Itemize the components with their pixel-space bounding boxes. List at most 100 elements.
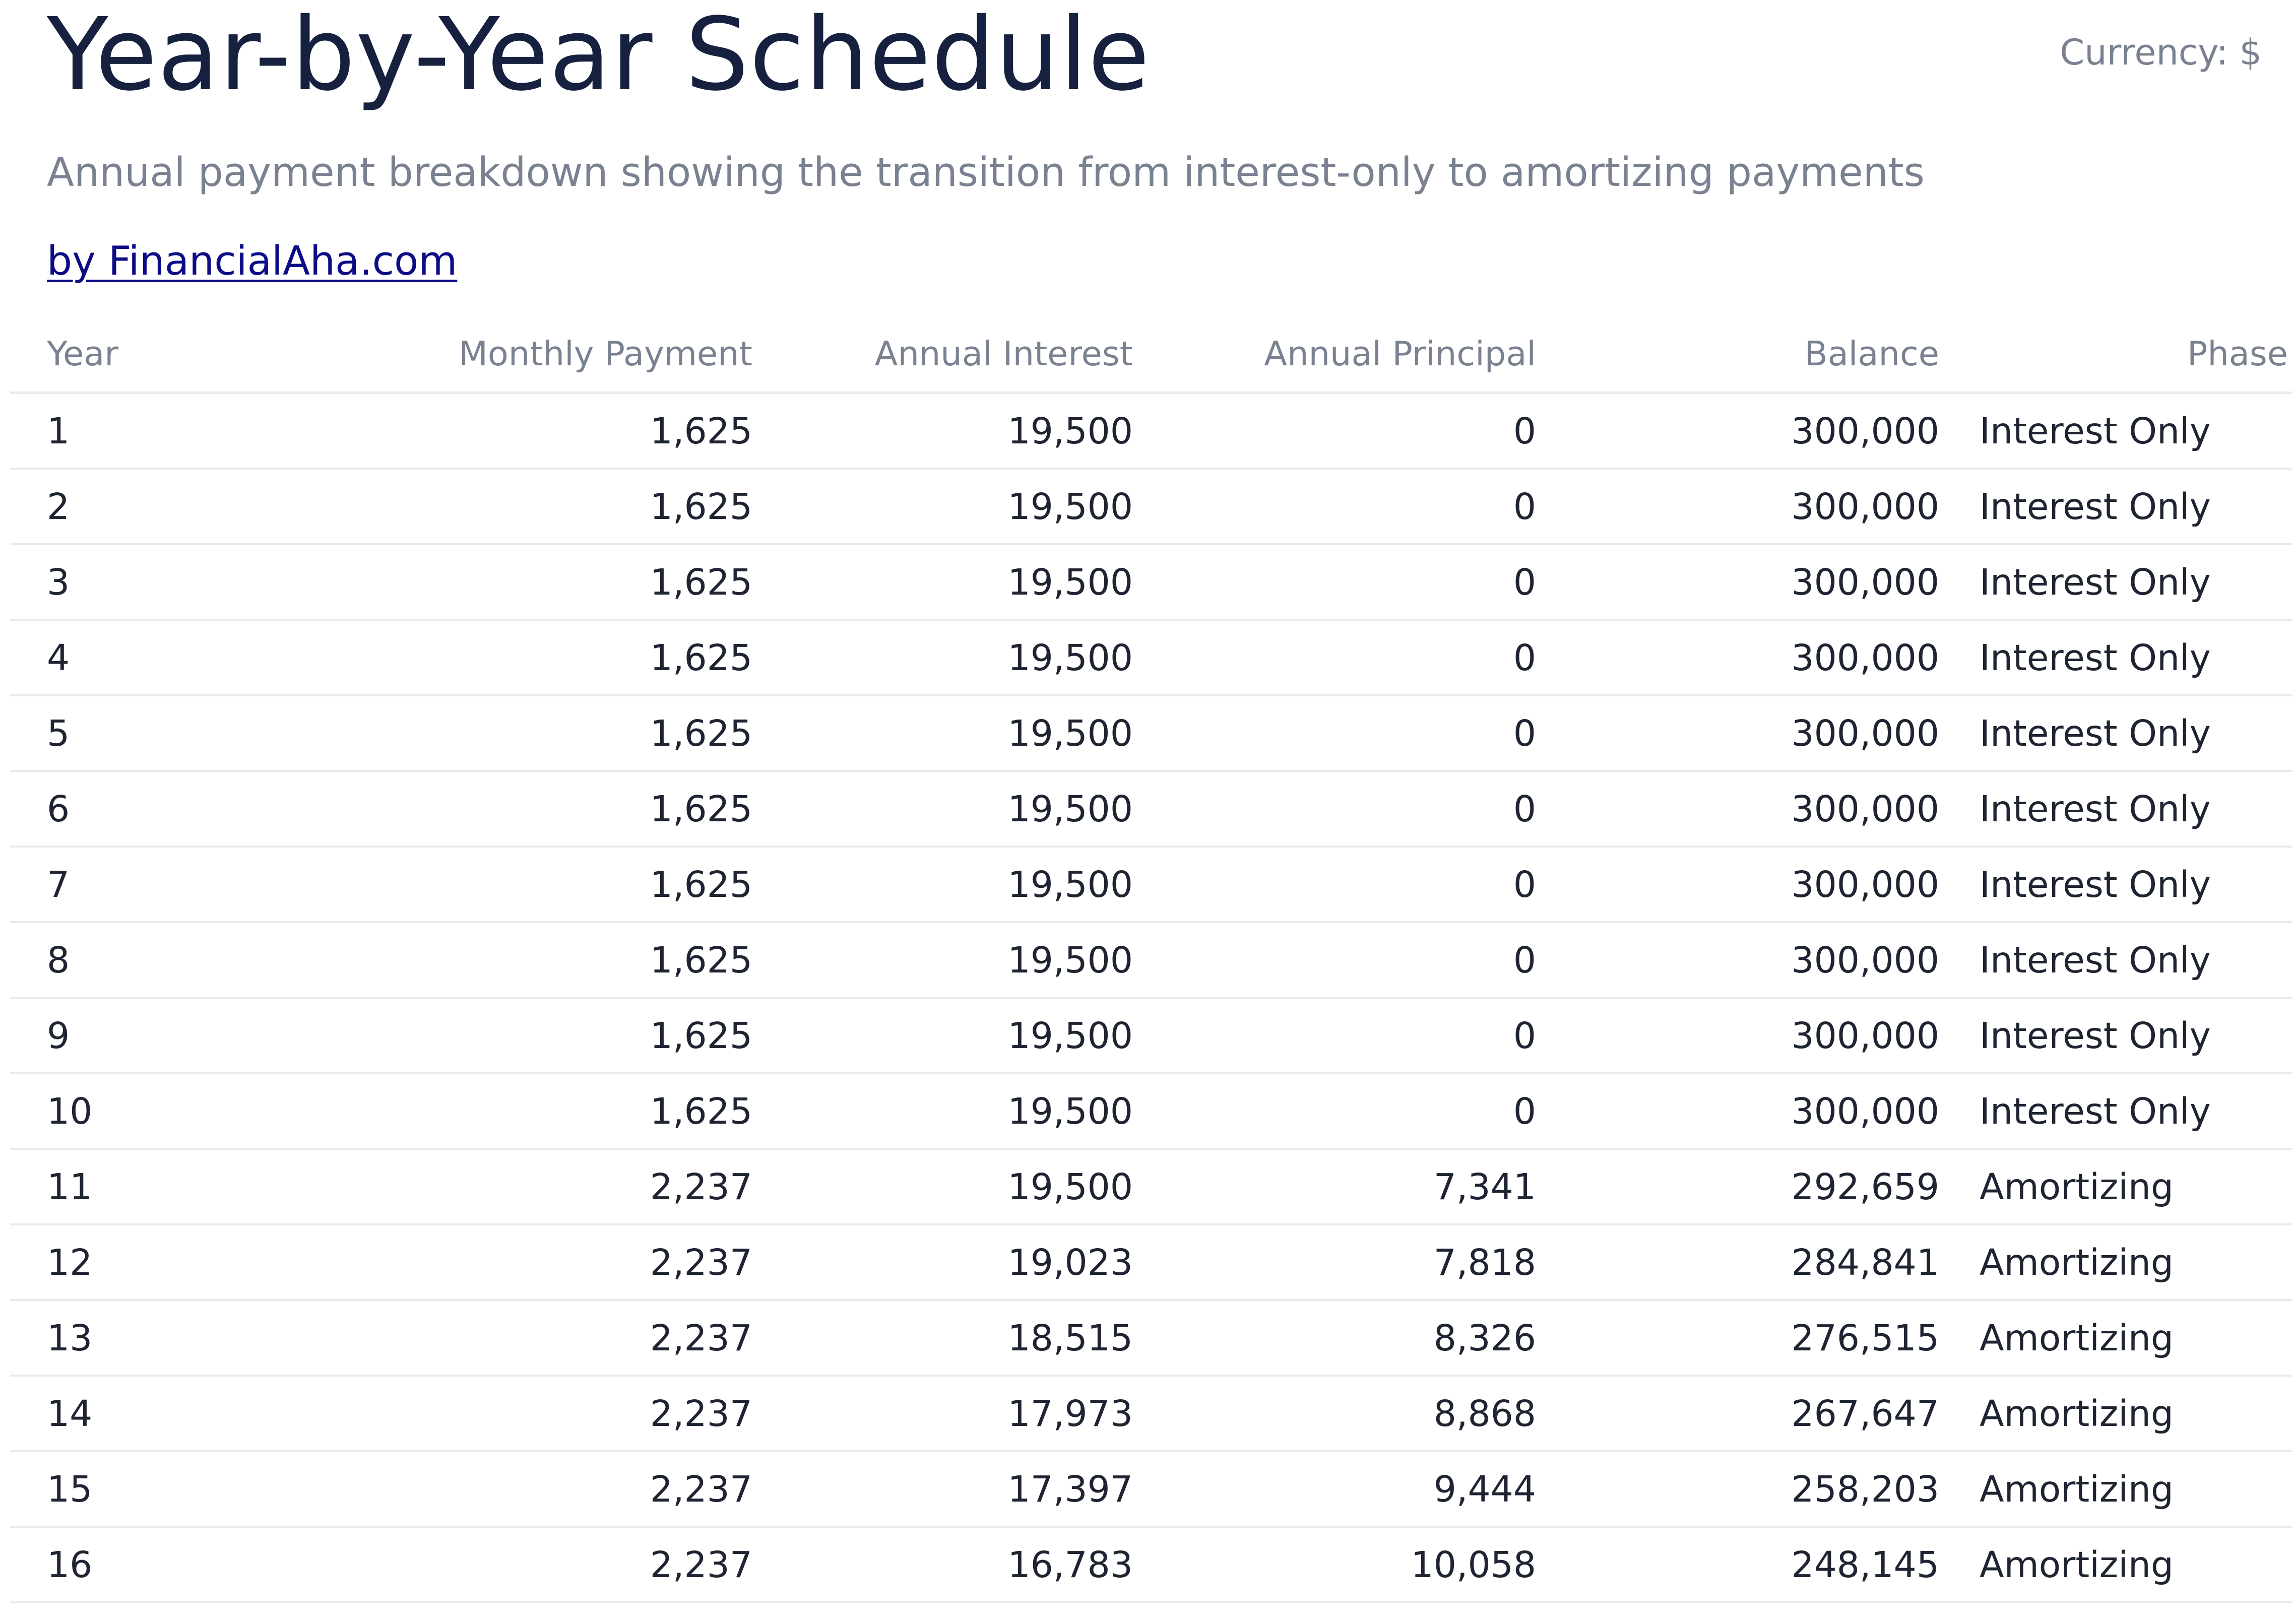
cell-year: 15 (47, 1451, 248, 1528)
cell-year: 10 (47, 1073, 248, 1150)
cell-phase: Interest Only (1939, 393, 2292, 470)
cell-monthly-payment: 1,625 (248, 1073, 752, 1150)
column-header-balance: Balance (1536, 316, 1939, 394)
cell-phase: Amortizing (1939, 1300, 2292, 1377)
cell-balance: 276,515 (1536, 1300, 1939, 1377)
cell-annual-interest: 19,500 (752, 1073, 1133, 1150)
cell-annual-principal: 8,326 (1133, 1300, 1536, 1377)
cell-phase: Interest Only (1939, 1073, 2292, 1150)
cell-monthly-payment: 1,625 (248, 922, 752, 999)
cell-year: 3 (47, 544, 248, 621)
cell-annual-interest: 17,397 (752, 1451, 1133, 1528)
cell-balance: 300,000 (1536, 469, 1939, 545)
table-row: 14 2,237 17,973 8,868 267,647 Amortizing (10, 1376, 2292, 1452)
cell-phase: Interest Only (1939, 695, 2292, 772)
table-row: 7 1,625 19,500 0 300,000 Interest Only (10, 847, 2292, 923)
cell-balance: 300,000 (1536, 393, 1939, 470)
cell-balance: 292,659 (1536, 1149, 1939, 1225)
cell-annual-interest: 19,500 (752, 1149, 1133, 1225)
cell-balance: 300,000 (1536, 620, 1939, 696)
table-body: 1 1,625 19,500 0 300,000 Interest Only 2 1,625 1… (10, 393, 2292, 1603)
cell-annual-principal: 7,818 (1133, 1224, 1536, 1301)
table-row: 15 2,237 17,397 9,444 258,203 Amortizing (10, 1451, 2292, 1528)
cell-balance: 300,000 (1536, 544, 1939, 621)
cell-year: 4 (47, 620, 248, 696)
cell-monthly-payment: 1,625 (248, 998, 752, 1074)
cell-phase: Amortizing (1939, 1149, 2292, 1225)
cell-balance: 267,647 (1536, 1376, 1939, 1452)
table-row: 10 1,625 19,500 0 300,000 Interest Only (10, 1073, 2292, 1150)
cell-annual-interest: 19,500 (752, 847, 1133, 923)
cell-annual-principal: 0 (1133, 847, 1536, 923)
brand-link[interactable]: by FinancialAha.com (47, 238, 458, 284)
page-subtitle: Annual payment breakdown showing the tra… (47, 149, 1925, 196)
cell-phase: Amortizing (1939, 1451, 2292, 1528)
cell-annual-principal: 9,444 (1133, 1451, 1536, 1528)
cell-monthly-payment: 1,625 (248, 695, 752, 772)
cell-monthly-payment: 1,625 (248, 847, 752, 923)
cell-phase: Interest Only (1939, 771, 2292, 848)
column-header-annual-principal: Annual Principal (1133, 316, 1536, 394)
cell-annual-principal: 0 (1133, 695, 1536, 772)
table-row: 9 1,625 19,500 0 300,000 Interest Only (10, 998, 2292, 1074)
cell-annual-principal: 8,868 (1133, 1376, 1536, 1452)
cell-phase: Amortizing (1939, 1376, 2292, 1452)
cell-year: 2 (47, 469, 248, 545)
cell-year: 8 (47, 922, 248, 999)
cell-monthly-payment: 1,625 (248, 393, 752, 470)
cell-annual-interest: 19,500 (752, 771, 1133, 848)
cell-balance: 300,000 (1536, 847, 1939, 923)
cell-year: 6 (47, 771, 248, 848)
table-row: 13 2,237 18,515 8,326 276,515 Amortizing (10, 1300, 2292, 1377)
table-row: 2 1,625 19,500 0 300,000 Interest Only (10, 469, 2292, 545)
cell-annual-principal: 0 (1133, 998, 1536, 1074)
cell-phase: Interest Only (1939, 544, 2292, 621)
cell-monthly-payment: 1,625 (248, 620, 752, 696)
cell-year: 13 (47, 1300, 248, 1377)
cell-annual-interest: 16,783 (752, 1527, 1133, 1603)
cell-year: 9 (47, 998, 248, 1074)
table-row: 4 1,625 19,500 0 300,000 Interest Only (10, 620, 2292, 696)
cell-annual-principal: 0 (1133, 469, 1536, 545)
column-header-monthly-payment: Monthly Payment (248, 316, 752, 394)
cell-year: 16 (47, 1527, 248, 1603)
page-header: Year-by-Year Schedule Currency: $ (47, 0, 2262, 116)
cell-annual-interest: 19,500 (752, 393, 1133, 470)
cell-monthly-payment: 2,237 (248, 1527, 752, 1603)
cell-annual-principal: 0 (1133, 393, 1536, 470)
cell-monthly-payment: 2,237 (248, 1451, 752, 1528)
cell-annual-interest: 19,500 (752, 695, 1133, 772)
cell-monthly-payment: 1,625 (248, 771, 752, 848)
table-row: 16 2,237 16,783 10,058 248,145 Amortizing (10, 1527, 2292, 1603)
cell-annual-interest: 19,500 (752, 469, 1133, 545)
cell-balance: 258,203 (1536, 1451, 1939, 1528)
cell-annual-interest: 17,973 (752, 1376, 1133, 1452)
schedule-table-container: Year Monthly Payment Annual Interest Ann… (10, 316, 2292, 1624)
table-row: 1 1,625 19,500 0 300,000 Interest Only (10, 393, 2292, 470)
table-row: 6 1,625 19,500 0 300,000 Interest Only (10, 771, 2292, 848)
cell-balance: 300,000 (1536, 1073, 1939, 1150)
column-header-year: Year (47, 316, 248, 394)
cell-year: 1 (47, 393, 248, 470)
cell-phase: Interest Only (1939, 469, 2292, 545)
cell-phase: Interest Only (1939, 998, 2292, 1074)
cell-balance: 300,000 (1536, 771, 1939, 848)
cell-annual-interest: 19,500 (752, 544, 1133, 621)
cell-monthly-payment: 2,237 (248, 1149, 752, 1225)
cell-phase: Interest Only (1939, 847, 2292, 923)
column-header-phase: Phase (1939, 316, 2292, 394)
cell-annual-interest: 19,500 (752, 620, 1133, 696)
cell-year: 7 (47, 847, 248, 923)
cell-annual-interest: 18,515 (752, 1300, 1133, 1377)
column-header-annual-interest: Annual Interest (752, 316, 1133, 394)
cell-monthly-payment: 1,625 (248, 469, 752, 545)
table-row: 3 1,625 19,500 0 300,000 Interest Only (10, 544, 2292, 621)
table-row: 12 2,237 19,023 7,818 284,841 Amortizing (10, 1224, 2292, 1301)
cell-annual-principal: 10,058 (1133, 1527, 1536, 1603)
cell-annual-principal: 0 (1133, 922, 1536, 999)
cell-phase: Amortizing (1939, 1224, 2292, 1301)
cell-annual-principal: 0 (1133, 620, 1536, 696)
table-header-row: Year Monthly Payment Annual Interest Ann… (10, 316, 2292, 394)
table-row: 5 1,625 19,500 0 300,000 Interest Only (10, 695, 2292, 772)
cell-balance: 300,000 (1536, 922, 1939, 999)
